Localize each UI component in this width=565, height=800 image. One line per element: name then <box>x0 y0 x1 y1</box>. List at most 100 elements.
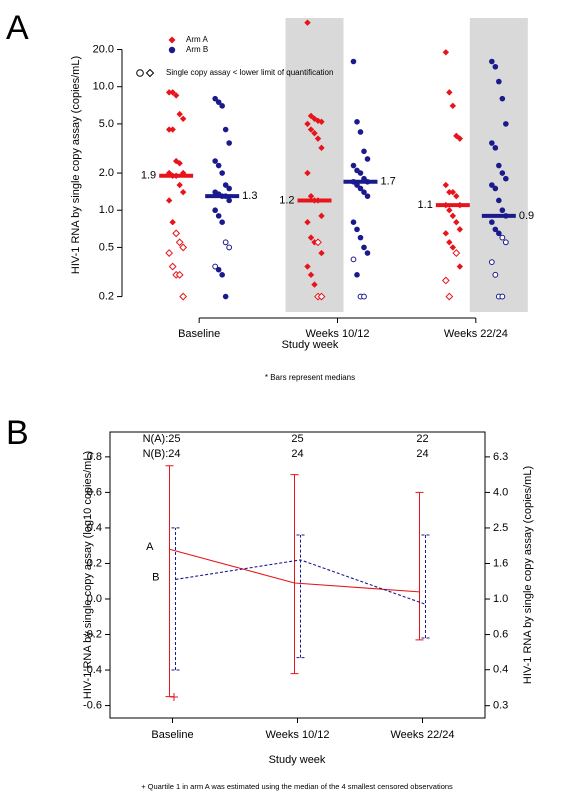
data-point <box>304 263 311 270</box>
data-point <box>314 238 322 247</box>
data-point <box>215 99 222 105</box>
shade <box>285 18 344 312</box>
data-point <box>502 239 509 246</box>
data-point <box>499 293 506 300</box>
data-point <box>456 263 464 270</box>
x-tick-label: Baseline <box>178 328 220 340</box>
y-tick-label: 10.0 <box>93 81 114 93</box>
data-point <box>175 270 184 279</box>
data-point <box>442 181 450 189</box>
data-point <box>307 234 315 241</box>
data-point <box>175 238 184 247</box>
x-tick-label: Weeks 10/12 <box>265 729 329 741</box>
legend-label: Arm A <box>186 35 208 44</box>
y-tick-label: 0.2 <box>87 557 102 569</box>
data-point <box>442 49 450 56</box>
data-point <box>169 219 176 226</box>
data-point <box>361 148 367 155</box>
data-point <box>449 102 457 110</box>
y-tick-label: 0.2 <box>99 290 114 302</box>
x-tick-label: Weeks 10/12 <box>305 328 369 340</box>
x-axis-label: Study week <box>282 339 339 351</box>
y-tick-label: -0.4 <box>83 664 102 676</box>
y-tick-label: 0.0 <box>87 593 102 605</box>
y-tick-label: 1.0 <box>99 204 114 216</box>
y-tick-label: 5.0 <box>99 118 114 130</box>
data-point <box>318 118 325 125</box>
y-tick-label: 0.8 <box>87 451 102 463</box>
data-point <box>212 263 219 270</box>
data-point <box>226 140 232 146</box>
footnote: + Quartile 1 in arm A was estimated usin… <box>141 782 453 791</box>
data-point <box>222 126 229 133</box>
data-point <box>354 272 360 278</box>
data-point <box>314 135 322 142</box>
y-tick-label: 2.0 <box>99 167 114 179</box>
error-bar <box>171 527 180 671</box>
x-tick-label: Baseline <box>151 729 193 741</box>
y-axis-label: HIV-1 RNA by single copy assay (log10 co… <box>82 451 94 699</box>
data-point <box>446 188 453 196</box>
data-point <box>489 58 495 65</box>
data-point <box>172 92 180 99</box>
data-point <box>350 162 357 169</box>
y2-axis-label: HIV-1 RNA by single copy assay (copies/m… <box>522 466 534 684</box>
data-point <box>219 272 225 278</box>
y2-tick-label: 1.6 <box>493 557 508 569</box>
data-point <box>304 19 311 26</box>
data-point <box>169 126 176 133</box>
data-point <box>304 169 311 177</box>
data-point <box>492 226 499 233</box>
data-point <box>489 140 495 146</box>
data-point <box>503 121 509 127</box>
data-point <box>215 213 222 219</box>
data-point <box>499 234 506 241</box>
y-tick-label: 20.0 <box>93 43 114 55</box>
data-point <box>318 212 325 220</box>
data-point <box>304 219 311 226</box>
legend-marker <box>168 46 176 54</box>
series-label: A <box>146 541 154 553</box>
data-point <box>307 126 315 133</box>
y2-tick-label: 0.6 <box>493 628 508 640</box>
n-label: 24 <box>416 448 428 460</box>
data-point <box>179 243 188 252</box>
data-point <box>222 182 229 188</box>
median-label: 1.2 <box>279 194 294 206</box>
data-point <box>222 239 229 246</box>
data-point <box>212 158 218 164</box>
y2-tick-label: 2.5 <box>493 522 508 534</box>
y2-tick-label: 0.4 <box>493 664 508 676</box>
series-label: B <box>152 571 159 583</box>
data-point <box>176 160 183 167</box>
data-point <box>496 230 502 237</box>
y-tick-label: -0.6 <box>83 699 102 711</box>
data-point <box>165 126 173 133</box>
data-point <box>492 145 499 151</box>
data-point <box>361 189 367 195</box>
error-bar <box>290 474 299 675</box>
data-point <box>350 256 357 263</box>
data-point <box>492 185 499 192</box>
data-point <box>442 230 450 237</box>
data-point <box>212 207 218 214</box>
data-point <box>179 115 187 122</box>
data-point <box>452 249 461 257</box>
data-point <box>489 219 495 226</box>
data-point <box>499 170 506 176</box>
y-tick-label: 0.4 <box>87 522 102 534</box>
x-axis-label: Study week <box>269 754 326 766</box>
data-point <box>318 144 325 152</box>
median-label: 1.1 <box>418 199 433 211</box>
x-tick-label: Weeks 22/24 <box>444 328 508 340</box>
data-point <box>449 188 457 196</box>
median-label: 1.9 <box>141 170 156 182</box>
data-point <box>453 219 460 226</box>
data-point <box>357 234 364 241</box>
data-point <box>165 89 173 96</box>
data-point <box>449 244 457 251</box>
data-point <box>212 95 218 102</box>
error-bar <box>165 465 174 698</box>
data-point <box>215 266 222 273</box>
data-point <box>456 135 464 142</box>
